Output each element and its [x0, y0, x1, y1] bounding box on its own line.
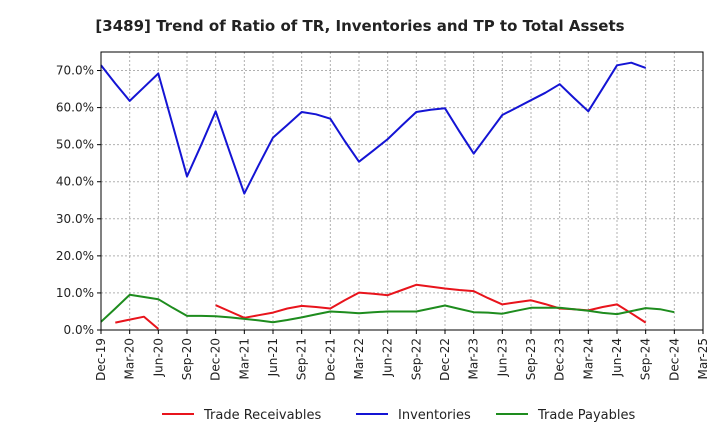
legend: Trade Receivables Inventories Trade Payabl…	[162, 408, 635, 423]
x-tick-label: Sep-24	[639, 338, 653, 380]
series-line-trade-payables	[100, 293, 675, 324]
x-tick-label: Jun-22	[381, 338, 395, 377]
x-tick-label: Sep-22	[409, 338, 423, 380]
y-tick-label: 30.0%	[56, 212, 94, 226]
x-tick-label: Mar-21	[237, 338, 251, 379]
y-tick-label: 70.0%	[56, 64, 94, 78]
x-tick-label: Mar-20	[123, 338, 137, 379]
x-tick-label: Dec-20	[209, 338, 223, 381]
x-tick-label: Sep-23	[524, 338, 538, 380]
y-tick-label: 10.0%	[56, 286, 94, 300]
series-line-inventories	[100, 61, 647, 195]
x-tick-label: Jun-20	[151, 338, 165, 377]
legend-label: Inventories	[398, 408, 471, 423]
x-tick-label: Jun-21	[266, 338, 280, 377]
x-tick-label: Dec-23	[553, 338, 567, 381]
x-axis-ticks: Dec-19 Mar-20 Jun-20 Sep-20 Dec-20 Mar-21 Jun-…	[94, 330, 710, 381]
x-tick-label: Sep-21	[295, 338, 309, 380]
x-tick-label: Dec-19	[94, 338, 108, 381]
series-lines	[100, 61, 675, 330]
y-tick-label: 0.0%	[64, 323, 95, 337]
y-tick-label: 20.0%	[56, 249, 94, 263]
x-tick-label: Mar-23	[467, 338, 481, 379]
x-tick-label: Mar-25	[696, 338, 710, 379]
x-tick-label: Jun-23	[495, 338, 509, 377]
series-line-trade-receivables	[115, 315, 159, 330]
grid-lines	[100, 52, 704, 331]
y-tick-label: 40.0%	[56, 175, 94, 189]
x-tick-label: Mar-24	[581, 338, 595, 379]
y-axis-ticks: 0.0% 10.0% 20.0% 30.0% 40.0% 50.0% 60.0% 70.0%	[56, 64, 101, 337]
legend-label: Trade Payables	[537, 408, 635, 423]
legend-label: Trade Receivables	[203, 408, 321, 423]
x-tick-label: Mar-22	[352, 338, 366, 379]
chart-title: [3489] Trend of Ratio of TR, Inventories…	[95, 17, 624, 35]
series-line-trade-receivables	[215, 283, 647, 324]
x-tick-label: Sep-20	[180, 338, 194, 380]
y-tick-label: 60.0%	[56, 101, 94, 115]
x-tick-label: Jun-24	[610, 338, 624, 377]
y-tick-label: 50.0%	[56, 138, 94, 152]
x-tick-label: Dec-24	[667, 338, 681, 381]
x-tick-label: Dec-22	[438, 338, 452, 381]
x-tick-label: Dec-21	[323, 338, 337, 381]
plot-area-frame	[100, 51, 704, 331]
